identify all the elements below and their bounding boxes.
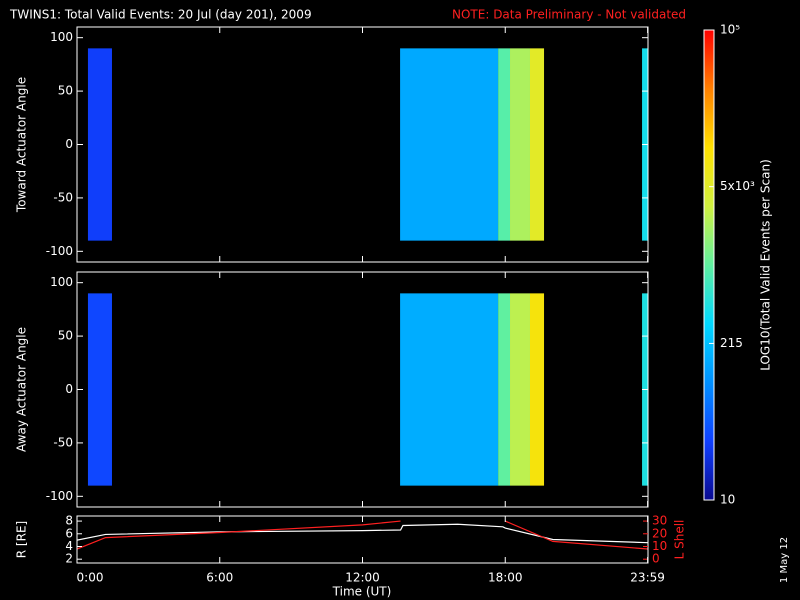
- spectrogram-block: [87, 48, 112, 241]
- spectrogram-block: [529, 293, 545, 486]
- spectrogram-block: [87, 293, 112, 486]
- y-tick-label: 2: [65, 552, 73, 566]
- y-axis-label: R [RE]: [15, 521, 29, 558]
- series-line: [77, 520, 648, 550]
- x-tick-label: 23:59: [630, 571, 665, 585]
- spectrogram-block: [400, 293, 499, 486]
- spectrogram-block: [498, 293, 511, 486]
- colorbar-tick-label: 215: [720, 336, 743, 350]
- colorbar-tick-label: 10: [720, 493, 735, 507]
- y2-tick-label: 20: [652, 526, 667, 540]
- y-tick-label: 50: [58, 329, 73, 343]
- colorbar: [703, 29, 715, 501]
- y-tick-label: 6: [65, 526, 73, 540]
- y-tick-label: -50: [53, 190, 73, 204]
- y-tick-label: 4: [65, 539, 73, 553]
- y-tick-label: 50: [58, 84, 73, 98]
- y-tick-label: 8: [65, 514, 73, 528]
- panel-frame: [76, 271, 649, 508]
- y-tick-label: -100: [46, 244, 73, 258]
- spectrogram-block: [510, 48, 530, 241]
- colorbar-tick-label: 10⁵: [720, 23, 740, 37]
- y-tick-label: 100: [50, 275, 73, 289]
- y-axis-label: Away Actuator Angle: [15, 327, 29, 452]
- y2-tick-label: 0: [652, 552, 660, 566]
- chart-title: TWINS1: Total Valid Events: 20 Jul (day …: [9, 8, 312, 22]
- panel-frame: [76, 26, 649, 263]
- x-tick-label: 18:00: [488, 571, 523, 585]
- y-tick-label: -50: [53, 435, 73, 449]
- date-stamp: 1 May 12: [779, 537, 790, 583]
- spectrogram-block: [498, 48, 511, 241]
- colorbar-label: LOG10(Total Valid Events per Scan): [759, 159, 773, 371]
- x-tick-label: 6:00: [206, 571, 233, 585]
- spectrogram-block: [510, 293, 530, 486]
- x-tick-label: 0:00: [77, 571, 104, 585]
- note: NOTE: Data Preliminary - Not validated: [452, 8, 686, 22]
- x-axis-label: Time (UT): [332, 585, 392, 599]
- y2-tick-label: 30: [652, 514, 667, 528]
- y2-tick-label: 10: [652, 539, 667, 553]
- y2-axis-label: L Shell: [673, 520, 687, 560]
- x-tick-label: 12:00: [345, 571, 380, 585]
- colorbar-tick-label: 5x10³: [720, 179, 755, 193]
- y-tick-label: -100: [46, 489, 73, 503]
- y-axis-label: Toward Actuator Angle: [15, 77, 29, 213]
- spectrogram-block: [529, 48, 545, 241]
- y-tick-label: 100: [50, 30, 73, 44]
- spectrogram-block: [400, 48, 499, 241]
- y-tick-label: 0: [65, 382, 73, 396]
- y-tick-label: 0: [65, 137, 73, 151]
- series-line: [77, 523, 648, 544]
